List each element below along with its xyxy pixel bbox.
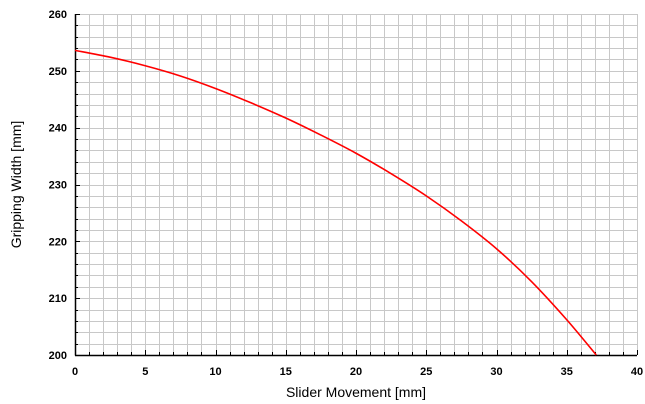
- x-tick-label: 40: [631, 366, 643, 378]
- x-tick-label: 30: [490, 366, 502, 378]
- grid: [75, 14, 638, 356]
- x-tick-label: 5: [142, 366, 148, 378]
- y-tick-label: 250: [49, 66, 67, 78]
- axis-ticks: [75, 14, 638, 356]
- y-tick-label: 260: [49, 9, 67, 21]
- tick-labels: 0 5 10 15 20 25 30 35 40 200 210 220 230 240 250 260: [49, 9, 643, 378]
- x-axis-title: Slider Movement [mm]: [286, 384, 426, 400]
- y-tick-label: 240: [49, 123, 67, 135]
- y-tick-label: 230: [49, 180, 67, 192]
- x-tick-label: 10: [209, 366, 221, 378]
- y-axis-title: Gripping Width [mm]: [8, 121, 24, 249]
- series: [74, 49, 597, 356]
- y-tick-label: 200: [49, 350, 67, 362]
- x-tick-label: 25: [420, 366, 432, 378]
- x-tick-label: 20: [350, 366, 362, 378]
- x-tick-label: 0: [72, 366, 78, 378]
- series-line: [74, 49, 597, 356]
- y-tick-label: 220: [49, 236, 67, 248]
- x-tick-label: 15: [280, 366, 292, 378]
- y-tick-label: 210: [49, 293, 67, 305]
- x-tick-label: 35: [561, 366, 573, 378]
